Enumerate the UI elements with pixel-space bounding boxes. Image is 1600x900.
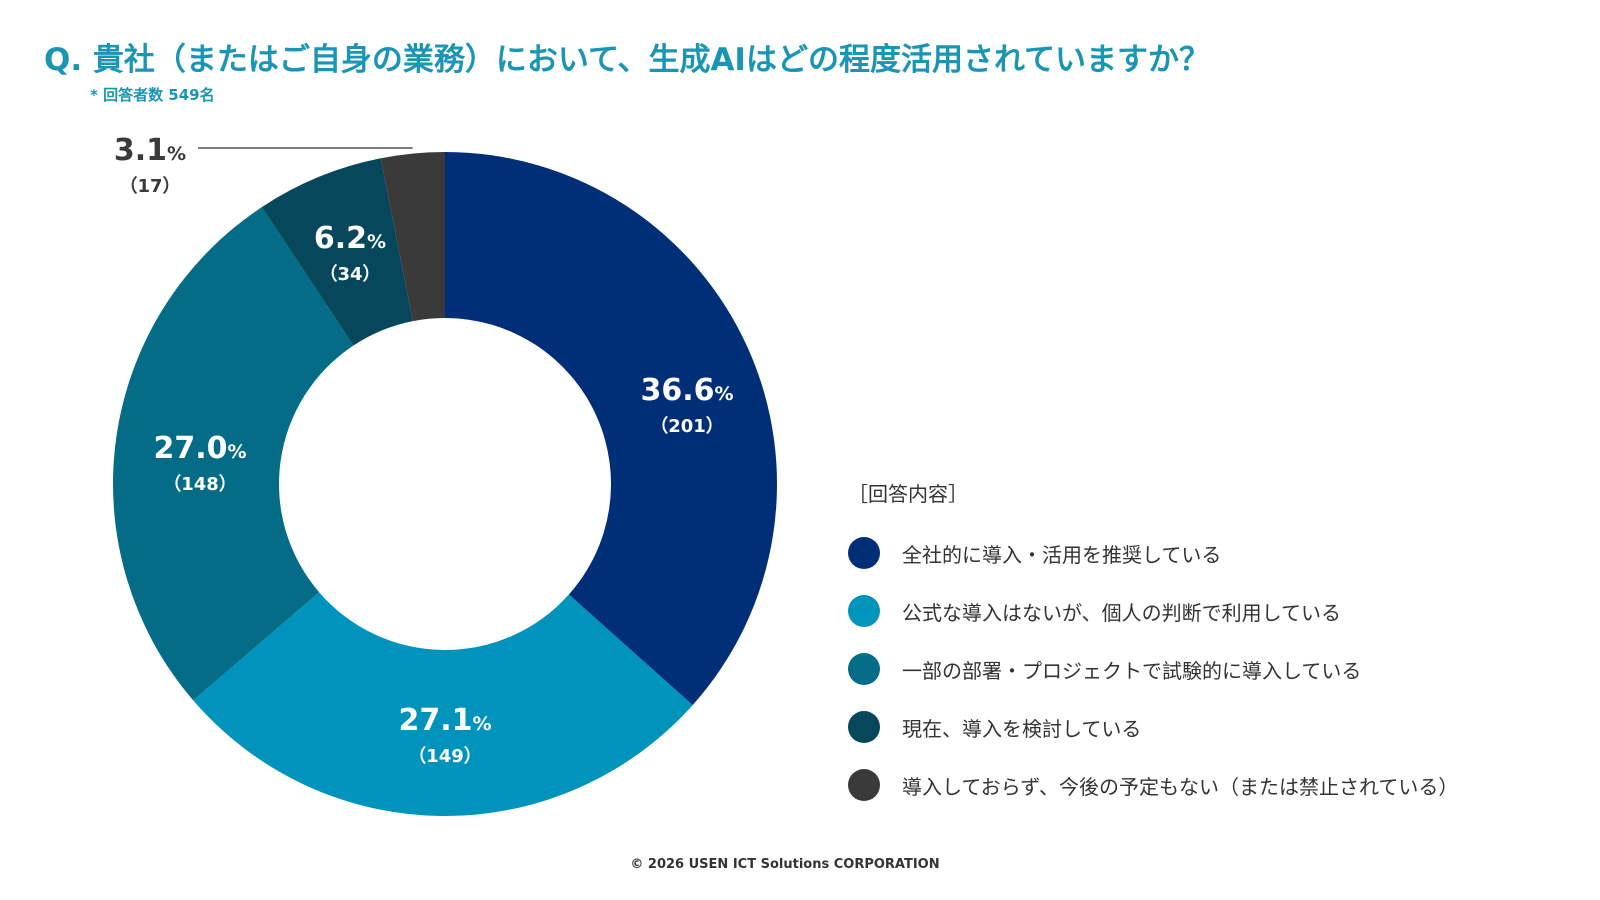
- legend-swatch: [848, 653, 880, 685]
- legend-label: 現在、導入を検討している: [902, 716, 1142, 741]
- donut-slice: [261, 158, 413, 346]
- slice-count-label: （34）: [319, 264, 380, 285]
- donut-slice: [193, 592, 693, 816]
- legend-label: 導入しておらず、今後の予定もない（または禁止されている）: [902, 774, 1459, 799]
- slice-percent-value: 27.1: [398, 703, 472, 738]
- slice-percent-value: 27.0: [153, 431, 227, 466]
- slice-count-label: （17）: [119, 176, 180, 197]
- slice-percent-sign: %: [714, 383, 733, 405]
- slice-percent-label: 27.0%: [153, 431, 246, 466]
- legend-label: 公式な導入はないが、個人の判断で利用している: [902, 600, 1341, 625]
- slice-percent-label: 6.2%: [314, 221, 386, 256]
- slice-percent-value: 3.1: [114, 133, 167, 168]
- donut-slice: [113, 207, 354, 701]
- legend-label: 全社的に導入・活用を推奨している: [902, 542, 1222, 567]
- slice-percent-value: 6.2: [314, 221, 367, 256]
- chart-title: Q. 貴社（またはご自身の業務）において、生成AIはどの程度活用されていますか？: [44, 42, 1211, 78]
- legend-swatch: [848, 595, 880, 627]
- donut-slice: [380, 152, 445, 322]
- legend-item: 全社的に導入・活用を推奨している: [848, 537, 1458, 569]
- slice-count-label: （148）: [163, 474, 237, 495]
- respondent-count: * 回答者数 549名: [90, 86, 215, 104]
- legend-item: 導入しておらず、今後の予定もない（または禁止されている）: [848, 769, 1458, 801]
- legend-item: 公式な導入はないが、個人の判断で利用している: [848, 595, 1458, 627]
- slice-percent-sign: %: [367, 231, 386, 253]
- legend-swatch: [848, 769, 880, 801]
- slice-percent-sign: %: [227, 441, 246, 463]
- slice-count-label: （149）: [408, 746, 482, 767]
- slice-percent-label: 27.1%: [398, 703, 491, 738]
- legend-label: 一部の部署・プロジェクトで試験的に導入している: [902, 658, 1362, 683]
- legend-swatch: [848, 537, 880, 569]
- donut-slice: [445, 152, 777, 706]
- legend-item: 一部の部署・プロジェクトで試験的に導入している: [848, 653, 1458, 685]
- slice-percent-label: 3.1%: [114, 133, 186, 168]
- slice-count-label: （201）: [650, 416, 724, 437]
- legend-heading: ［回答内容］: [848, 482, 968, 506]
- slice-percent-sign: %: [167, 143, 186, 165]
- copyright: © 2026 USEN ICT Solutions CORPORATION: [630, 857, 940, 872]
- legend: ［回答内容］ 全社的に導入・活用を推奨している公式な導入はないが、個人の判断で利…: [848, 478, 1458, 827]
- legend-item: 現在、導入を検討している: [848, 711, 1458, 743]
- slice-percent-value: 36.6: [640, 373, 714, 408]
- legend-swatch: [848, 711, 880, 743]
- slice-percent-sign: %: [472, 713, 491, 735]
- slice-percent-label: 36.6%: [640, 373, 733, 408]
